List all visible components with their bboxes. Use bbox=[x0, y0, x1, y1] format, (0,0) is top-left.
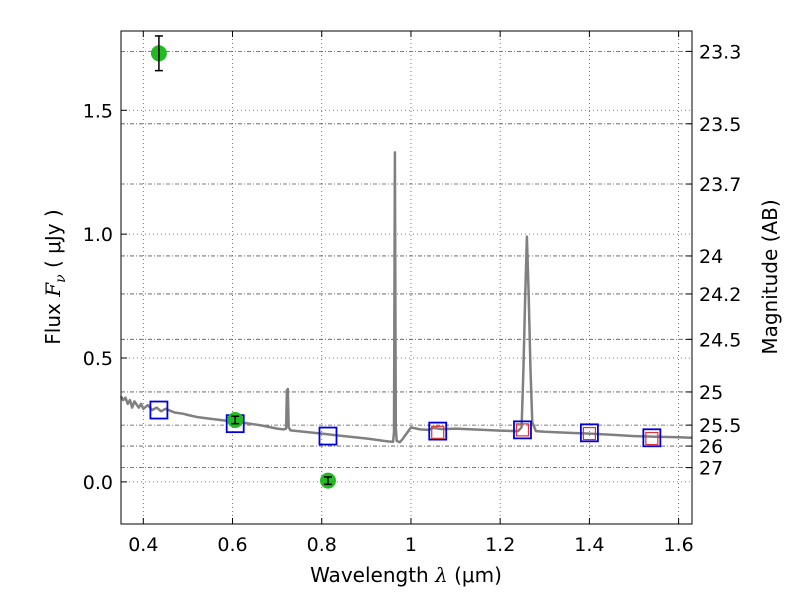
x-axis-label: Wavelength λ (μm) bbox=[310, 563, 502, 587]
model-photometry-marker bbox=[579, 423, 599, 443]
y2-tick-label: 23.7 bbox=[699, 174, 741, 196]
y-tick-label: 0.0 bbox=[83, 472, 113, 494]
x-tick-label: 0.4 bbox=[128, 534, 158, 556]
y-tick-label: 0.5 bbox=[83, 348, 113, 370]
observed-box-marker bbox=[431, 425, 445, 439]
y2-tick-label: 23.5 bbox=[699, 114, 741, 136]
observed-box-marker bbox=[582, 426, 596, 441]
model-photometry-marker bbox=[149, 400, 169, 420]
x-tick-label: 1.6 bbox=[664, 534, 694, 556]
y2-tick-label: 25 bbox=[699, 382, 723, 404]
x-tick-label: 0.8 bbox=[307, 534, 337, 556]
model-photometry-marker bbox=[318, 426, 338, 446]
y2-axis-label: Magnitude (AB) bbox=[758, 199, 782, 354]
y2-tick-label: 24.2 bbox=[699, 284, 741, 306]
observed-box-marker bbox=[645, 431, 659, 446]
model-spectrum bbox=[119, 151, 693, 444]
y2-tick-label: 25.5 bbox=[699, 415, 741, 437]
model-photometry-marker bbox=[642, 428, 662, 448]
observed-photometry-series bbox=[150, 35, 336, 489]
y2-tick-label: 27 bbox=[699, 458, 723, 480]
observed-box-series bbox=[431, 423, 659, 446]
model-photometry-marker bbox=[513, 420, 532, 440]
observed-box-marker bbox=[515, 423, 530, 437]
x-tick-label: 1.2 bbox=[485, 534, 515, 556]
y2-tick-label: 24.5 bbox=[699, 329, 741, 351]
grid bbox=[121, 31, 692, 524]
y2-tick-label: 23.3 bbox=[699, 41, 741, 63]
y2-tick-label: 26 bbox=[699, 436, 723, 458]
x-tick-label: 1 bbox=[405, 534, 417, 556]
y2-tick-label: 24 bbox=[699, 246, 723, 268]
y-tick-label: 1.0 bbox=[83, 224, 113, 246]
model-spectrum-line bbox=[119, 151, 693, 444]
y-axis-label: Flux Fν ( μJy ) bbox=[41, 209, 69, 344]
model-photometry-marker bbox=[428, 421, 448, 441]
y-tick-label: 1.5 bbox=[83, 100, 113, 122]
axes: 0.4 0.6 0.8 1 1.2 1.4 1.6 0.0 0.5 1.0 1.5 23.3 23.5 2… bbox=[83, 31, 741, 556]
x-tick-label: 0.6 bbox=[217, 534, 247, 556]
x-tick-label: 1.4 bbox=[574, 534, 604, 556]
plot-frame bbox=[120, 30, 693, 525]
